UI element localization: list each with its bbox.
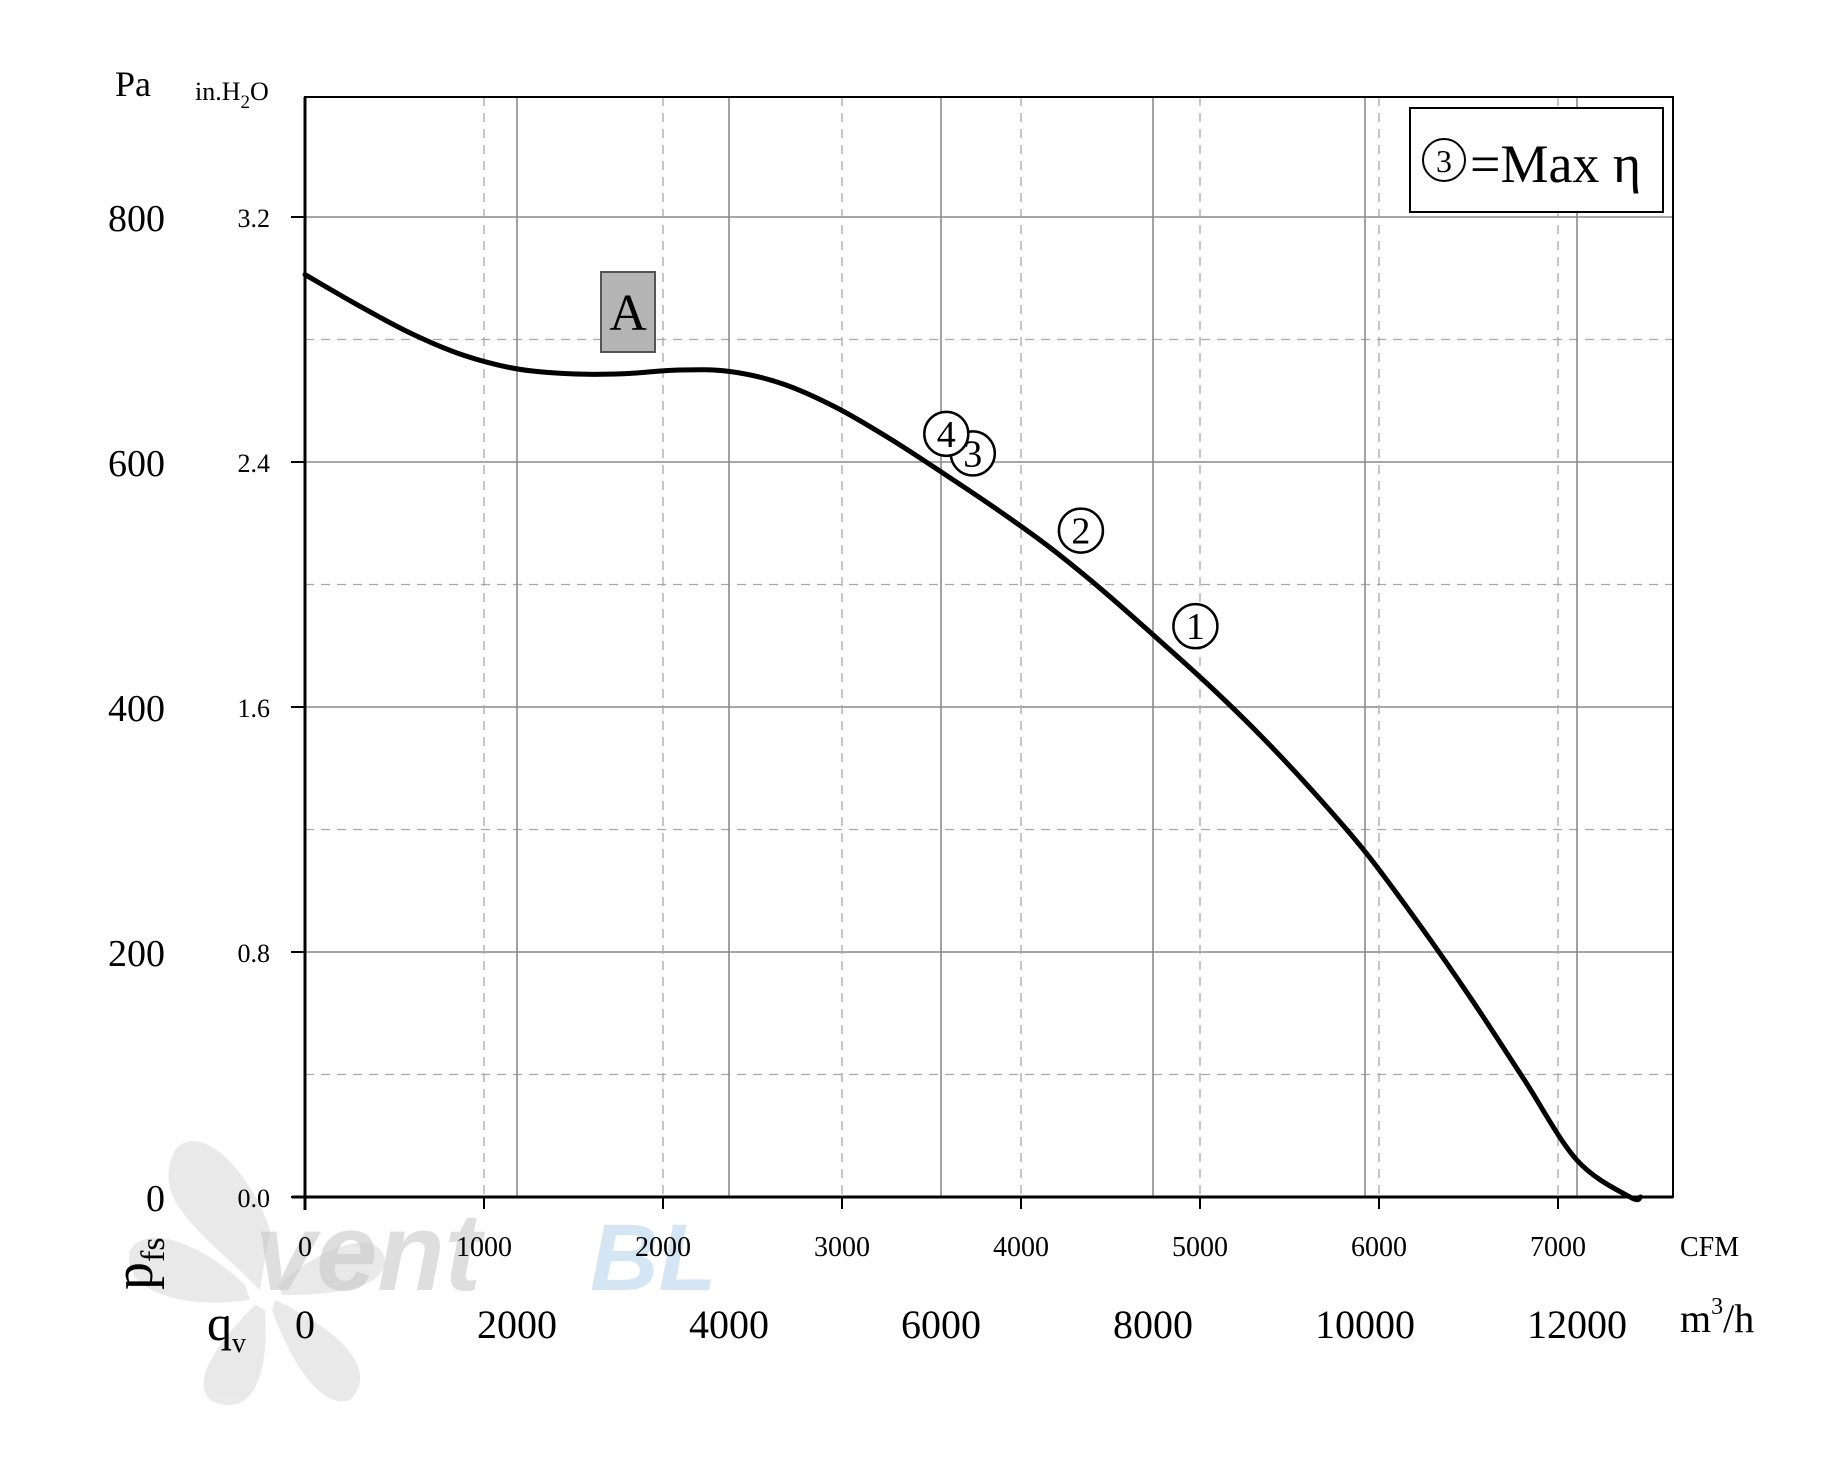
x-tick-label-cfm: 0 (298, 1232, 312, 1263)
plot-frame (304, 96, 1674, 1198)
y-tick-label-inh2o: 1.6 (238, 694, 271, 723)
operating-point-label: 4 (937, 414, 956, 456)
operating-point-label: 2 (1071, 511, 1090, 553)
y-tick-label-inh2o: 0.8 (238, 939, 271, 968)
x-tick-label-cfm: 3000 (814, 1232, 870, 1263)
watermark-fan-icon (128, 1141, 385, 1406)
y-tick-label-pa: 200 (108, 933, 165, 975)
y-tick-label-pa: 0 (146, 1178, 165, 1220)
y-units-left: Pa (115, 64, 151, 104)
y-tick-label-pa: 600 (108, 443, 165, 485)
x-tick-label-m3h: 12000 (1527, 1302, 1627, 1347)
curve-label-badge: A (600, 271, 656, 353)
operating-point-label: 3 (963, 433, 982, 475)
x-tick-label-cfm: 1000 (456, 1232, 512, 1263)
y-tick-label-pa: 800 (108, 198, 165, 240)
x-tick-label-cfm: 6000 (1351, 1232, 1407, 1263)
x-tick-label-m3h: 2000 (477, 1302, 557, 1347)
pressure-curve (302, 272, 1644, 1203)
x-tick-label-m3h: 0 (295, 1302, 315, 1347)
y-units-right: in.H2O (195, 77, 269, 113)
watermark-text: vent BL (255, 1191, 717, 1314)
x-axis-symbol: qv (207, 1295, 246, 1359)
operating-points: 1 2 34 (923, 410, 1219, 650)
x-tick-label-cfm: 5000 (1172, 1232, 1228, 1263)
x-tick-label-m3h: 10000 (1315, 1302, 1415, 1347)
grid (305, 97, 1673, 1197)
x-units-top: CFM (1680, 1232, 1739, 1263)
x-tick-label-m3h: 4000 (689, 1302, 769, 1347)
watermark-accent: BL (590, 1205, 717, 1311)
operating-point-label: 1 (1186, 606, 1205, 648)
curve-label-text: A (609, 285, 647, 342)
x-tick-label-m3h: 8000 (1113, 1302, 1193, 1347)
y-tick-label-inh2o: 3.2 (238, 204, 271, 233)
legend: 3 =Max η (1409, 107, 1664, 213)
x-tick-label-cfm: 4000 (993, 1232, 1049, 1263)
y-axis-symbol: pfs (103, 1237, 172, 1290)
watermark-word: vent (255, 1191, 486, 1314)
legend-text: =Max η (1470, 134, 1641, 194)
operating-point-marker (1172, 602, 1219, 650)
operating-point-marker (1057, 507, 1105, 554)
operating-point-marker (923, 410, 970, 458)
x-tick-label-cfm: 2000 (635, 1232, 691, 1263)
y-tick-label-inh2o: 2.4 (238, 449, 271, 478)
x-tick-label-m3h: 6000 (901, 1302, 981, 1347)
legend-marker-text: 3 (1436, 143, 1452, 179)
y-tick-label-inh2o: 0.0 (238, 1184, 271, 1213)
x-units-bottom: m3/h (1680, 1294, 1754, 1341)
x-tick-label-cfm: 7000 (1530, 1232, 1586, 1263)
legend-marker-circle (1422, 138, 1466, 182)
y-tick-label-pa: 400 (108, 688, 165, 730)
